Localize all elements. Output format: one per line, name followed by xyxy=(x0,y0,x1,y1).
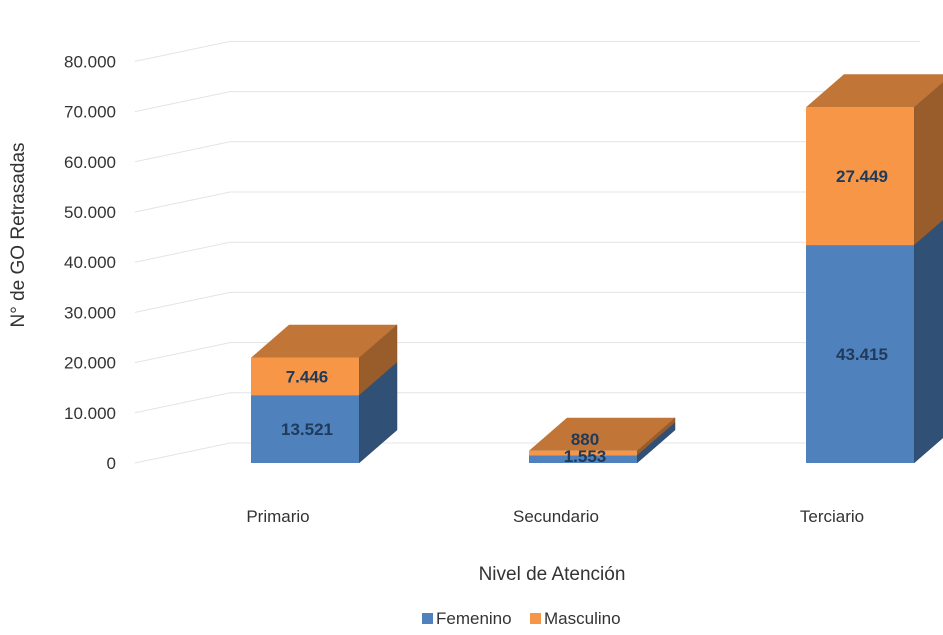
legend-label-masculino: Masculino xyxy=(544,609,621,628)
bar-masculino-primario xyxy=(251,357,359,396)
bar-top-primario xyxy=(251,324,397,358)
bar-femenino-primario xyxy=(251,395,359,463)
bar-masculino-terciario xyxy=(806,107,914,246)
gridline xyxy=(134,191,920,213)
y-tick-label: 10.000 xyxy=(64,404,116,423)
gridline xyxy=(134,40,920,62)
legend-swatch-masculino xyxy=(530,613,541,624)
y-tick-label: 50.000 xyxy=(64,203,116,222)
y-tick-label: 80.000 xyxy=(64,52,116,71)
gridline xyxy=(134,442,920,464)
bar-top-terciario xyxy=(806,74,943,108)
x-axis-categories: Primario Secundario Terciario xyxy=(246,507,864,526)
x-category-label: Secundario xyxy=(513,507,599,526)
data-label: 13.521 xyxy=(281,420,333,439)
y-tick-label: 0 xyxy=(107,454,116,473)
bar-side-femenino-terciario xyxy=(913,219,943,464)
data-label: 27.449 xyxy=(836,167,888,186)
gridline xyxy=(134,141,920,163)
bar-masculino-secundario xyxy=(529,450,637,456)
gridlines xyxy=(134,40,920,464)
x-axis-title: Nivel de Atención xyxy=(479,564,626,585)
y-tick-label: 70.000 xyxy=(64,103,116,122)
gridline xyxy=(134,392,920,414)
y-tick-label: 60.000 xyxy=(64,153,116,172)
data-label: 880 xyxy=(571,430,599,449)
y-tick-label: 20.000 xyxy=(64,354,116,373)
bar-top-secundario xyxy=(529,417,675,451)
legend-swatch-femenino xyxy=(422,613,433,624)
bars xyxy=(251,74,943,464)
bar-femenino-terciario xyxy=(806,245,914,463)
gridline xyxy=(134,241,920,263)
data-label: 43.415 xyxy=(836,345,888,364)
bar-femenino-secundario xyxy=(529,455,637,463)
y-axis-ticks: 0 10.000 20.000 30.000 40.000 50.000 60.000 70.… xyxy=(64,52,116,473)
legend: Femenino Masculino xyxy=(422,609,621,628)
data-label: 1.553 xyxy=(564,447,607,466)
x-category-label: Primario xyxy=(246,507,309,526)
x-category-label: Terciario xyxy=(800,507,864,526)
gridline xyxy=(134,91,920,113)
gridline xyxy=(134,291,920,313)
y-axis-title: N° de GO Retrasadas xyxy=(8,142,29,327)
gridline xyxy=(134,342,920,364)
data-label: 7.446 xyxy=(286,367,329,386)
legend-label-femenino: Femenino xyxy=(436,609,512,628)
y-tick-label: 30.000 xyxy=(64,303,116,322)
y-tick-label: 40.000 xyxy=(64,253,116,272)
